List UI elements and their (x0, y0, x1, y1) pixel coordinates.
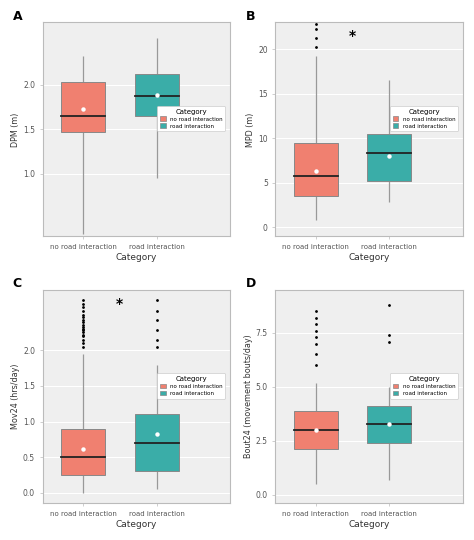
Text: *: * (116, 297, 123, 311)
Bar (294, 410, 338, 449)
X-axis label: Category: Category (348, 520, 390, 529)
Y-axis label: Bout24 (movement bouts/day): Bout24 (movement bouts/day) (244, 335, 253, 458)
Text: D: D (246, 277, 256, 290)
Y-axis label: Mov24 (hrs/day): Mov24 (hrs/day) (11, 364, 20, 429)
Text: *: * (349, 29, 356, 43)
Legend: no road interaction, road interaction: no road interaction, road interaction (157, 373, 226, 399)
Bar (367, 406, 411, 443)
Y-axis label: DPM (m): DPM (m) (11, 112, 20, 146)
Legend: no road interaction, road interaction: no road interaction, road interaction (157, 106, 226, 131)
Bar (294, 143, 338, 196)
Legend: no road interaction, road interaction: no road interaction, road interaction (390, 106, 458, 131)
Legend: no road interaction, road interaction: no road interaction, road interaction (390, 373, 458, 399)
X-axis label: Category: Category (116, 253, 157, 262)
Y-axis label: MPD (m): MPD (m) (246, 112, 255, 146)
Text: A: A (13, 10, 22, 23)
Bar (61, 429, 105, 475)
Bar (367, 134, 411, 181)
X-axis label: Category: Category (348, 253, 390, 262)
Bar (61, 82, 105, 132)
Text: B: B (246, 10, 255, 23)
X-axis label: Category: Category (116, 520, 157, 529)
Bar (135, 414, 179, 471)
Text: C: C (13, 277, 22, 290)
Bar (135, 74, 179, 116)
